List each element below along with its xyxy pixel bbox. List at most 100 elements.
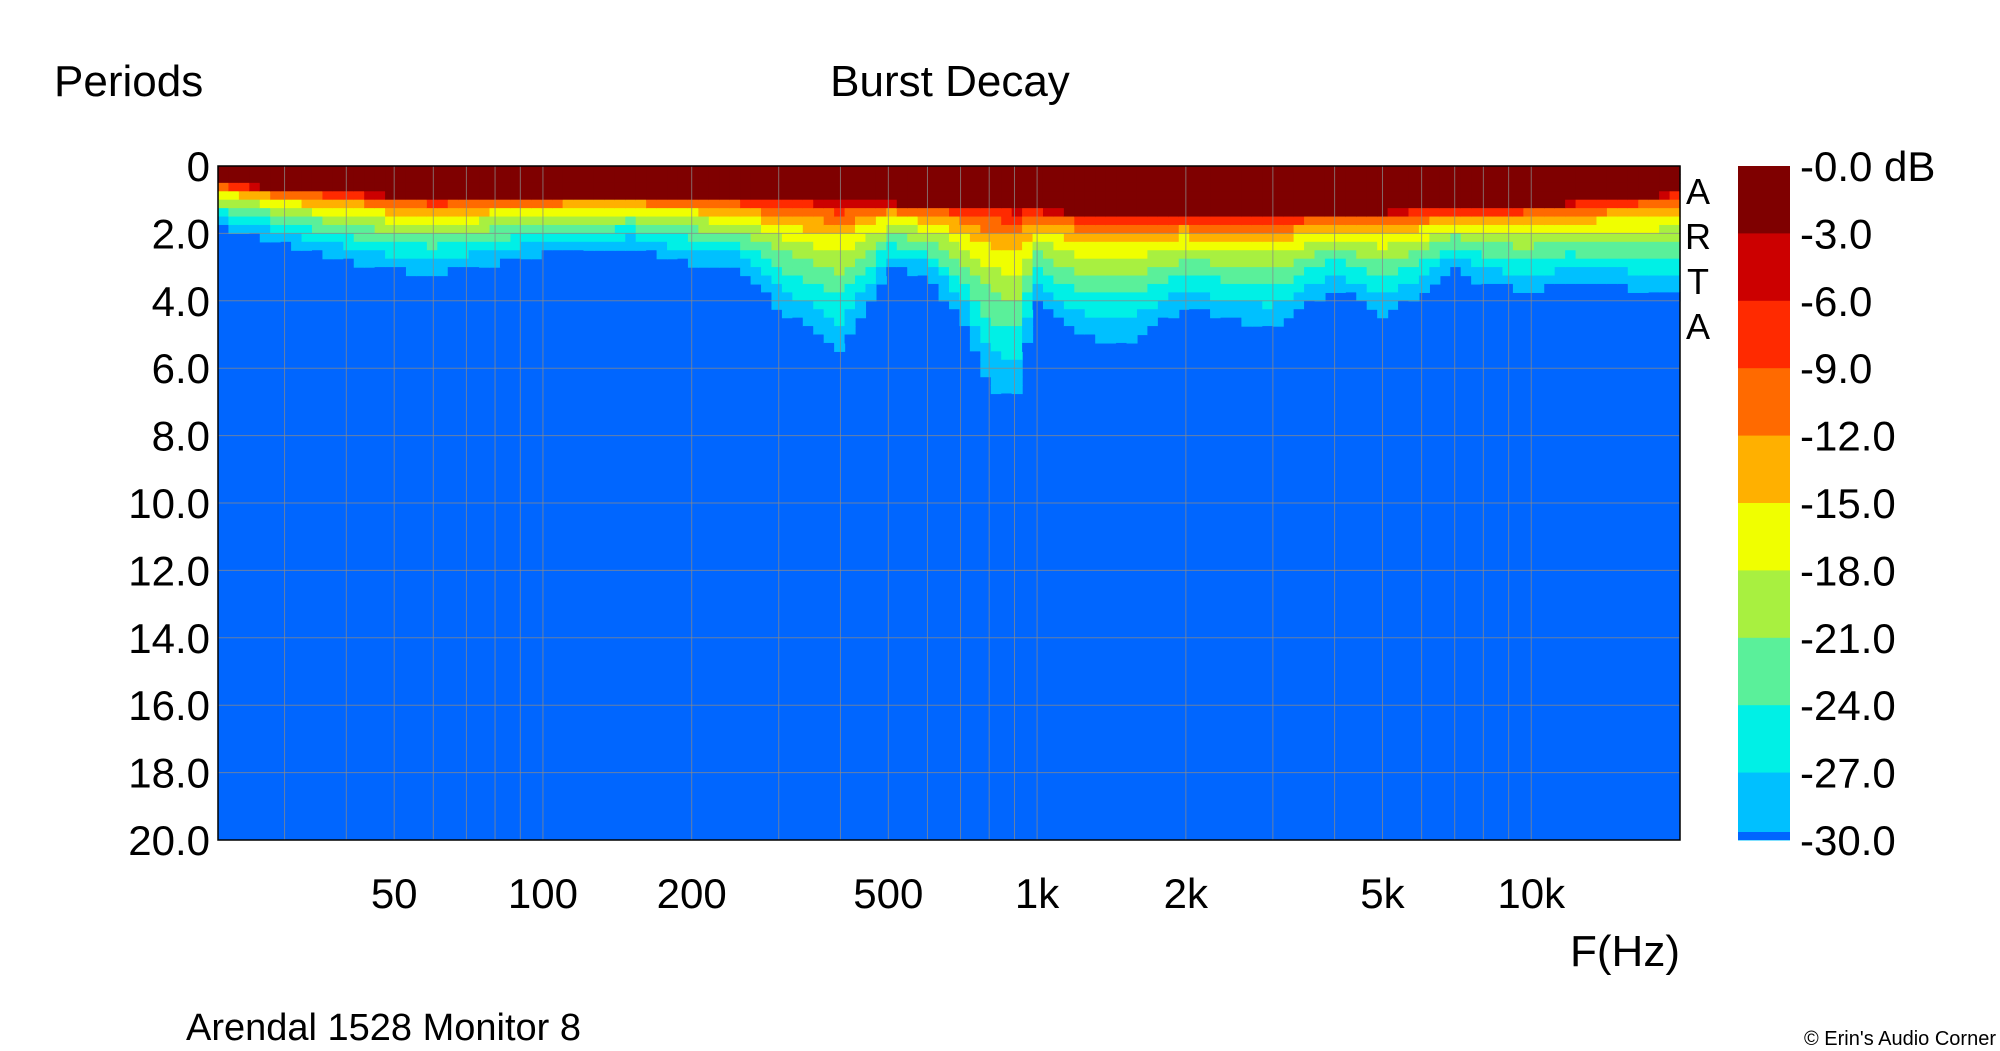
- heat-cell: [646, 233, 658, 243]
- heat-cell: [1210, 182, 1222, 192]
- heat-cell: [1168, 300, 1180, 310]
- heat-cell: [1199, 233, 1211, 243]
- heat-cell: [593, 216, 605, 226]
- heat-cell: [1659, 166, 1671, 176]
- heat-cell: [1241, 216, 1253, 226]
- x-tick-label: 10k: [1497, 870, 1566, 917]
- heat-cell: [656, 241, 668, 251]
- heat-cell: [1126, 241, 1138, 251]
- heat-cell: [886, 224, 898, 234]
- heat-cell: [834, 199, 846, 209]
- heat-cell: [259, 166, 271, 176]
- heat-cell: [1283, 208, 1295, 218]
- heat-cell: [1324, 267, 1336, 277]
- heat-cell: [1230, 208, 1242, 218]
- heat-cell: [374, 258, 386, 268]
- heat-cell: [1084, 300, 1096, 310]
- heat-cell: [844, 275, 856, 285]
- heat-cell: [1460, 166, 1472, 176]
- heat-cell: [322, 241, 334, 251]
- heat-cell: [1669, 283, 1681, 293]
- colorbar-label: -18.0: [1800, 547, 1896, 594]
- heat-cell: [896, 174, 908, 184]
- heat-cell: [1304, 166, 1316, 176]
- heat-cell: [1492, 275, 1504, 285]
- colorbar-swatch: [1738, 637, 1790, 706]
- heat-cell: [1063, 166, 1075, 176]
- heat-cell: [1147, 326, 1159, 336]
- heat-cell: [1460, 174, 1472, 184]
- heat-cell: [1011, 224, 1023, 234]
- heat-cell: [1502, 258, 1514, 268]
- heat-cell: [1210, 309, 1222, 319]
- heat-cell: [865, 267, 877, 277]
- heat-cell: [698, 241, 710, 251]
- heat-cell: [886, 174, 898, 184]
- heat-cell: [1063, 309, 1075, 319]
- heat-cell: [959, 199, 971, 209]
- heat-cell: [1366, 275, 1378, 285]
- heat-cell: [1387, 292, 1399, 302]
- heat-cell: [1063, 182, 1075, 192]
- heat-cell: [802, 166, 814, 176]
- heat-cell: [1189, 191, 1201, 201]
- heat-cell: [1042, 166, 1055, 176]
- heat-cell: [1659, 216, 1671, 226]
- heat-cell: [656, 191, 668, 201]
- heat-cell: [959, 208, 971, 218]
- heat-cell: [1471, 233, 1483, 243]
- heat-cell: [855, 292, 867, 302]
- heat-cell: [1210, 250, 1222, 260]
- heat-cell: [228, 224, 240, 234]
- heat-cell: [1105, 326, 1117, 336]
- heat-cell: [1262, 300, 1274, 310]
- heat-cell: [1011, 250, 1023, 260]
- heat-cell: [1126, 208, 1138, 218]
- heat-cell: [1157, 267, 1169, 277]
- heat-cell: [1210, 283, 1222, 293]
- heat-cell: [259, 182, 271, 192]
- heat-cell: [875, 191, 887, 201]
- heat-cell: [1032, 199, 1044, 209]
- heat-cell: [1617, 174, 1629, 184]
- heat-cell: [1481, 233, 1493, 243]
- heat-cell: [1105, 182, 1117, 192]
- heat-cell: [1011, 385, 1023, 395]
- heat-cell: [1366, 241, 1378, 251]
- heat-cell: [1053, 309, 1065, 319]
- heat-cell: [301, 208, 313, 218]
- heat-cell: [1011, 241, 1023, 251]
- heat-cell: [1335, 208, 1347, 218]
- heat-cell: [1095, 300, 1107, 310]
- heat-cell: [1011, 326, 1023, 336]
- heat-cell: [1418, 182, 1430, 192]
- heat-cell: [1408, 250, 1420, 260]
- heat-cell: [1001, 199, 1013, 209]
- heat-cell: [1586, 199, 1598, 209]
- heat-cell: [635, 233, 647, 243]
- heat-cell: [1001, 342, 1013, 352]
- heat-cell: [928, 250, 940, 260]
- heat-cell: [729, 224, 741, 234]
- heat-cell: [280, 241, 292, 251]
- heat-cell: [834, 224, 846, 234]
- heat-cell: [1627, 191, 1639, 201]
- heat-cell: [687, 182, 699, 192]
- heat-cell: [656, 233, 668, 243]
- heat-cell: [823, 334, 835, 344]
- heat-cell: [1001, 385, 1013, 395]
- heat-cell: [562, 250, 574, 260]
- heat-cell: [468, 166, 480, 176]
- heat-cell: [1439, 258, 1451, 268]
- heat-cell: [823, 292, 835, 302]
- heat-cell: [1147, 250, 1159, 260]
- heat-cell: [1116, 174, 1128, 184]
- heat-cell: [447, 182, 459, 192]
- heat-cell: [928, 174, 940, 184]
- heat-cell: [1627, 275, 1639, 285]
- heat-cell: [1544, 267, 1556, 277]
- heat-cell: [280, 182, 292, 192]
- heat-cell: [1283, 224, 1295, 234]
- heat-cell: [761, 199, 773, 209]
- heat-cell: [1105, 267, 1117, 277]
